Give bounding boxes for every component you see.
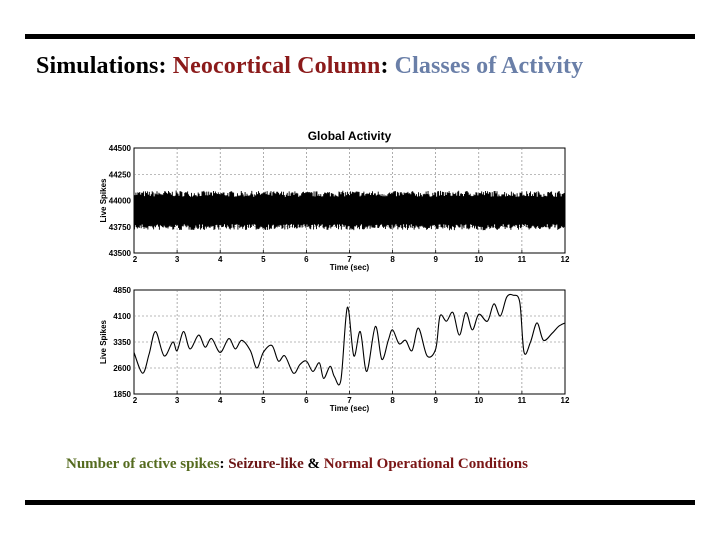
y-tick-label: 4100 xyxy=(113,312,131,321)
series-line xyxy=(133,293,566,386)
y-tick-label: 43500 xyxy=(109,249,132,258)
caption-separator: : xyxy=(219,456,229,472)
x-tick-label: 7 xyxy=(347,255,352,264)
x-tick-label: 11 xyxy=(518,396,527,405)
x-tick-label: 10 xyxy=(474,396,483,405)
y-tick-label: 44000 xyxy=(109,197,132,206)
x-tick-label: 6 xyxy=(304,396,309,405)
top-rule xyxy=(25,34,695,39)
title-separator: : xyxy=(158,53,173,79)
y-axis-label: Live Spikes xyxy=(99,319,108,364)
x-tick-label: 9 xyxy=(433,396,438,405)
title-part-simulations: Simulations xyxy=(36,53,159,79)
x-tick-label: 9 xyxy=(433,255,438,264)
title-part-neocortical: Neocortical Column xyxy=(172,53,381,79)
x-axis-label: Time (sec) xyxy=(330,404,370,413)
x-tick-label: 7 xyxy=(347,396,352,405)
y-tick-label: 3350 xyxy=(113,338,131,347)
chart-title: Global Activity xyxy=(308,129,392,143)
x-tick-label: 10 xyxy=(474,255,483,264)
x-axis-label: Time (sec) xyxy=(330,263,370,272)
x-tick-label: 3 xyxy=(175,255,180,264)
x-tick-label: 12 xyxy=(561,255,570,264)
x-tick-label: 12 xyxy=(561,396,570,405)
title-part-classes: Classes of Activity xyxy=(394,53,584,79)
global-activity-chart: 2 3 4 5 6 7 8 9 10 11 12 43500 43750 44000 44250 44500 T… xyxy=(99,129,570,272)
caption-ampersand: & xyxy=(303,456,324,472)
title-separator: : xyxy=(380,53,395,79)
caption-part-active-spikes: Number of active spikes xyxy=(66,456,220,472)
caption-part-seizure: Seizure-like xyxy=(228,456,304,472)
x-tick-label: 5 xyxy=(261,255,266,264)
x-tick-label: 11 xyxy=(518,255,527,264)
x-tick-label: 5 xyxy=(261,396,266,405)
y-tick-label: 2600 xyxy=(113,364,131,373)
x-tick-label: 2 xyxy=(133,255,138,264)
y-tick-label: 1850 xyxy=(113,390,131,399)
y-tick-label: 43750 xyxy=(109,223,132,232)
y-tick-label: 4850 xyxy=(113,286,131,295)
x-tick-label: 6 xyxy=(304,255,309,264)
y-axis-label: Live Spikes xyxy=(99,178,108,223)
series-oscillation xyxy=(133,190,566,231)
x-tick-label: 3 xyxy=(175,396,180,405)
x-tick-label: 8 xyxy=(390,255,395,264)
normal-activity-chart: 2 3 4 5 6 7 8 9 10 11 12 1850 2600 3350 4100 4850 Time (… xyxy=(99,286,570,413)
x-tick-label: 2 xyxy=(133,396,138,405)
x-tick-label: 4 xyxy=(218,396,223,405)
slide-caption: Number of active spikes: Seizure-like & … xyxy=(66,456,528,473)
x-tick-label: 4 xyxy=(218,255,223,264)
bottom-rule xyxy=(25,500,695,505)
y-tick-label: 44500 xyxy=(109,144,132,153)
caption-part-normal: Normal Operational Conditions xyxy=(323,456,528,472)
slide-title: Simulations: Neocortical Column: Classes… xyxy=(36,53,583,80)
x-tick-label: 8 xyxy=(390,396,395,405)
y-tick-label: 44250 xyxy=(109,170,132,179)
